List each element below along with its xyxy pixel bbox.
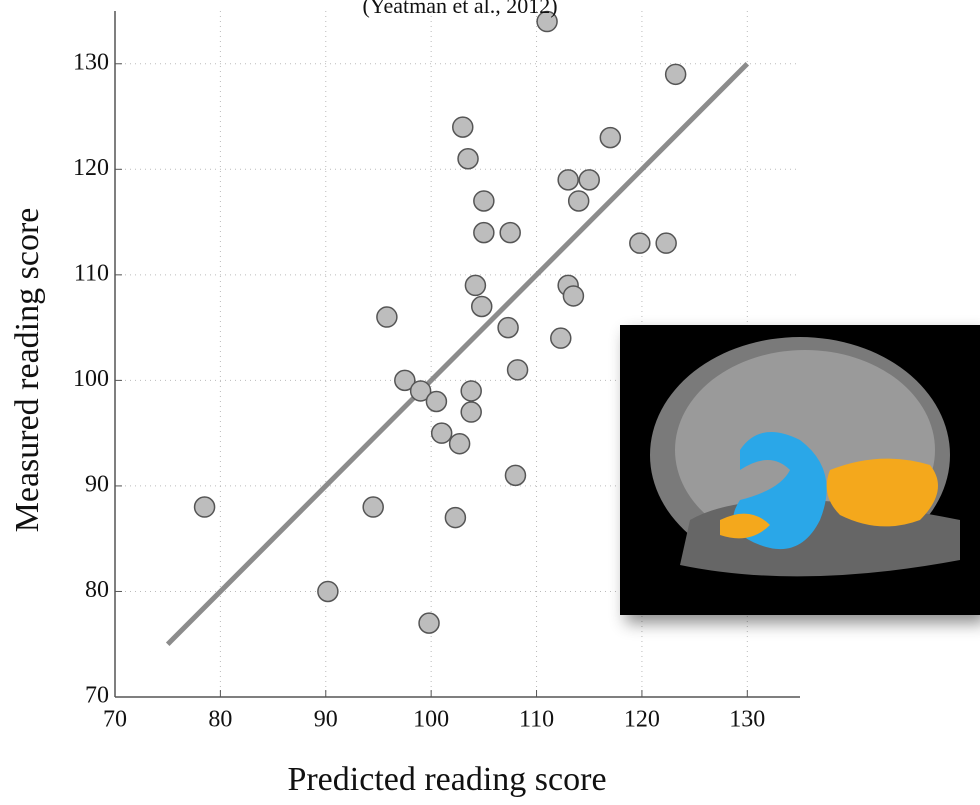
point — [409, 380, 432, 402]
point — [557, 169, 579, 191]
point — [536, 10, 558, 33]
point — [497, 316, 519, 339]
point — [664, 63, 687, 86]
point — [499, 221, 521, 244]
x-tick-label: 90 — [314, 707, 338, 733]
point — [452, 116, 474, 138]
point — [457, 148, 479, 170]
x-tick-label: 70 — [103, 707, 127, 733]
axes: 70 80 90 100 110 120 130 70 80 90 100 110 120 130 — [73, 11, 800, 733]
point — [376, 306, 398, 328]
x-tick-label: 110 — [519, 707, 554, 733]
y-tick-label: 70 — [85, 683, 109, 709]
point — [460, 380, 482, 402]
y-tick-label: 80 — [85, 577, 109, 603]
point — [629, 232, 651, 254]
point — [599, 126, 622, 149]
x-tick-label: 120 — [624, 707, 660, 733]
point — [430, 422, 453, 444]
point — [394, 369, 416, 392]
point — [550, 327, 572, 349]
point — [362, 496, 384, 518]
point — [464, 274, 487, 297]
point — [418, 612, 440, 634]
point — [567, 190, 590, 212]
point — [425, 390, 448, 413]
x-axis-label: Predicted reading score — [287, 761, 606, 798]
plot-area — [165, 10, 750, 646]
point — [655, 232, 677, 254]
point — [562, 285, 585, 307]
point — [448, 432, 471, 455]
tract-orange-front — [720, 513, 770, 539]
x-tick-label: 100 — [413, 707, 449, 733]
point — [193, 496, 216, 518]
point — [578, 169, 600, 191]
brain-inset — [620, 325, 980, 615]
y-tick-label: 90 — [85, 471, 109, 497]
trend-line — [165, 62, 750, 646]
point — [506, 359, 529, 381]
point — [444, 506, 467, 529]
point — [473, 221, 495, 244]
tract-orange — [826, 458, 938, 527]
y-tick-label: 130 — [73, 49, 109, 75]
point — [473, 190, 495, 212]
x-tick-label: 80 — [208, 707, 232, 733]
point — [460, 401, 482, 423]
chart-title: (Yeatman et al., 2012) — [362, 0, 557, 18]
y-tick-label: 120 — [73, 155, 109, 181]
point — [470, 295, 493, 318]
y-tick-label: 100 — [73, 366, 109, 392]
point — [504, 464, 527, 487]
x-tick-label: 130 — [729, 707, 765, 733]
y-tick-label: 110 — [74, 260, 109, 286]
y-axis-label: Measured reading score — [9, 208, 46, 533]
point — [317, 580, 339, 603]
